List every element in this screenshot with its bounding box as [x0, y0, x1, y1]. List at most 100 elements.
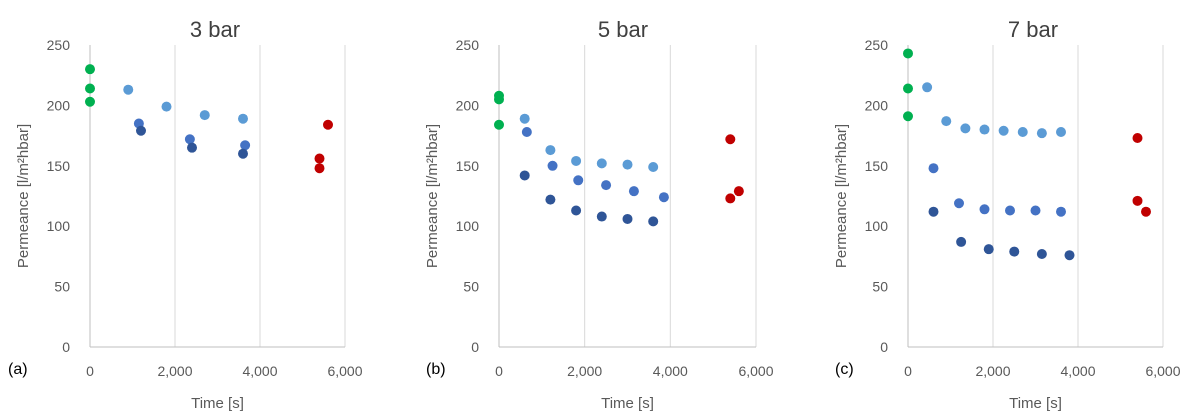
- data-point: [519, 113, 530, 124]
- series-4: [928, 206, 1075, 261]
- data-point: [521, 126, 532, 137]
- data-point: [85, 64, 95, 75]
- y-tick-label: 100: [865, 218, 889, 234]
- x-axis-label: Time [s]: [191, 395, 244, 412]
- data-point: [545, 145, 556, 156]
- series-5: [725, 134, 744, 204]
- data-point: [725, 193, 736, 204]
- series-2: [519, 113, 659, 173]
- x-tick-label: 0: [904, 363, 912, 379]
- data-point: [1132, 133, 1143, 144]
- x-tick-label: 2,000: [975, 363, 1010, 379]
- panel-letter: (a): [8, 361, 28, 378]
- x-tick-label: 2,000: [567, 363, 602, 379]
- x-tick-label: 6,000: [738, 363, 773, 379]
- panel-title: 3 bar: [190, 17, 240, 42]
- data-point: [941, 116, 952, 127]
- data-point: [928, 163, 939, 174]
- data-point: [184, 134, 195, 145]
- chart-panel-1: 0 50 100 150 200 250 0 2,000 4,000 6,000 3 bar Time…: [8, 17, 363, 412]
- data-point: [928, 206, 939, 217]
- x-tick-label: 2,000: [157, 363, 192, 379]
- series-3: [521, 126, 669, 203]
- x-tick-label: 0: [495, 363, 503, 379]
- data-point: [161, 101, 172, 112]
- x-tick-label: 4,000: [653, 363, 688, 379]
- data-point: [979, 124, 990, 135]
- panel-title: 7 bar: [1008, 17, 1058, 42]
- y-tick-label: 100: [456, 218, 480, 234]
- data-point: [323, 119, 333, 130]
- y-tick-label: 50: [872, 279, 888, 295]
- series-1: [494, 90, 504, 130]
- chart-panel-3: 0 50 100 150 200 250 0 2,000 4,000 6,000 7 bar Time…: [833, 17, 1181, 412]
- data-point: [596, 211, 607, 222]
- data-point: [596, 158, 607, 169]
- data-point: [547, 160, 558, 171]
- data-point: [519, 170, 530, 181]
- y-tick-label: 200: [865, 97, 889, 113]
- x-tick-label: 6,000: [327, 363, 362, 379]
- panel-letter: (c): [835, 361, 854, 378]
- y-axis-label: Permeance [l/m²hbar]: [833, 124, 850, 268]
- y-tick-label: 250: [47, 37, 71, 53]
- data-point: [240, 140, 251, 151]
- data-point: [1036, 248, 1047, 259]
- x-tick-label: 6,000: [1145, 363, 1180, 379]
- y-tick-label: 0: [880, 339, 888, 355]
- panel-title: 5 bar: [598, 17, 648, 42]
- y-tick-label: 200: [456, 97, 480, 113]
- data-point: [922, 82, 933, 93]
- data-point: [314, 163, 325, 174]
- series-5: [1132, 133, 1151, 217]
- data-point: [1036, 128, 1047, 139]
- data-point: [136, 125, 146, 136]
- x-tick-label: 4,000: [242, 363, 277, 379]
- data-point: [1056, 206, 1066, 217]
- data-point: [658, 192, 669, 203]
- data-point: [903, 48, 913, 59]
- data-point: [983, 244, 994, 255]
- data-point: [1132, 195, 1143, 206]
- data-point: [1017, 126, 1028, 137]
- series-3: [928, 163, 1066, 217]
- data-point: [314, 153, 325, 164]
- data-point: [85, 83, 95, 94]
- data-point: [956, 236, 967, 247]
- chart-panels: 0 50 100 150 200 250 0 2,000 4,000 6,000 3 bar Time…: [8, 17, 1181, 412]
- y-tick-label: 0: [471, 339, 479, 355]
- data-point: [571, 205, 582, 216]
- data-point: [199, 110, 210, 121]
- data-point: [573, 175, 584, 186]
- data-point: [903, 111, 913, 122]
- series-1: [85, 64, 95, 107]
- y-axis-label: Permeance [l/m²hbar]: [424, 124, 441, 268]
- y-tick-label: 150: [456, 158, 480, 174]
- chart-panel-2: 0 50 100 150 200 250 0 2,000 4,000 6,000 5 bar Time…: [424, 17, 774, 412]
- x-tick-label: 0: [86, 363, 94, 379]
- panel-letter: (b): [426, 361, 446, 378]
- data-point: [979, 204, 990, 215]
- y-tick-label: 200: [47, 97, 71, 113]
- data-point: [238, 148, 248, 159]
- series-5: [314, 119, 333, 174]
- data-point: [628, 186, 639, 197]
- y-axis-label: Permeance [l/m²hbar]: [15, 124, 32, 268]
- data-point: [622, 159, 633, 170]
- data-point: [725, 134, 736, 145]
- data-point: [954, 198, 964, 209]
- data-point: [494, 94, 504, 105]
- y-tick-label: 150: [865, 158, 889, 174]
- y-tick-label: 0: [62, 339, 70, 355]
- data-point: [1056, 126, 1066, 137]
- data-point: [601, 180, 612, 191]
- data-point: [1009, 246, 1020, 257]
- series-4: [136, 125, 248, 159]
- data-point: [648, 162, 659, 173]
- data-point: [1064, 250, 1075, 261]
- x-tick-label: 4,000: [1060, 363, 1095, 379]
- x-axis-label: Time [s]: [1009, 395, 1062, 412]
- series-2: [123, 84, 248, 124]
- data-point: [1005, 205, 1015, 216]
